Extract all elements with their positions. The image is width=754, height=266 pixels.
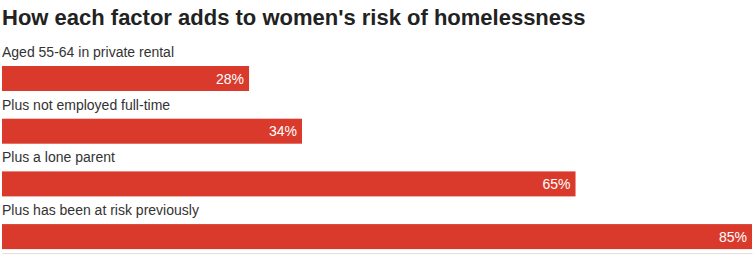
data-label: 28%: [216, 71, 244, 87]
data-label: 65%: [542, 176, 570, 192]
x-axis: [3, 253, 753, 254]
title: How each factor adds to women's risk of …: [2, 5, 586, 30]
data-labels: 28% 34% 65% 85%: [216, 71, 747, 245]
axis-line: [3, 253, 753, 254]
category-label: Plus not employed full-time: [2, 97, 170, 113]
bar: [2, 171, 576, 196]
bar: [2, 119, 302, 144]
category-label: Plus has been at risk previously: [2, 202, 199, 218]
data-label: 85%: [719, 229, 747, 245]
category-label: Aged 55-64 in private rental: [2, 44, 174, 60]
bar: [2, 66, 249, 91]
bar: [2, 224, 752, 249]
chart: How each factor adds to women's risk of …: [0, 0, 754, 266]
bars: [2, 66, 752, 249]
data-label: 34%: [269, 123, 297, 139]
category-label: Plus a lone parent: [2, 149, 115, 165]
